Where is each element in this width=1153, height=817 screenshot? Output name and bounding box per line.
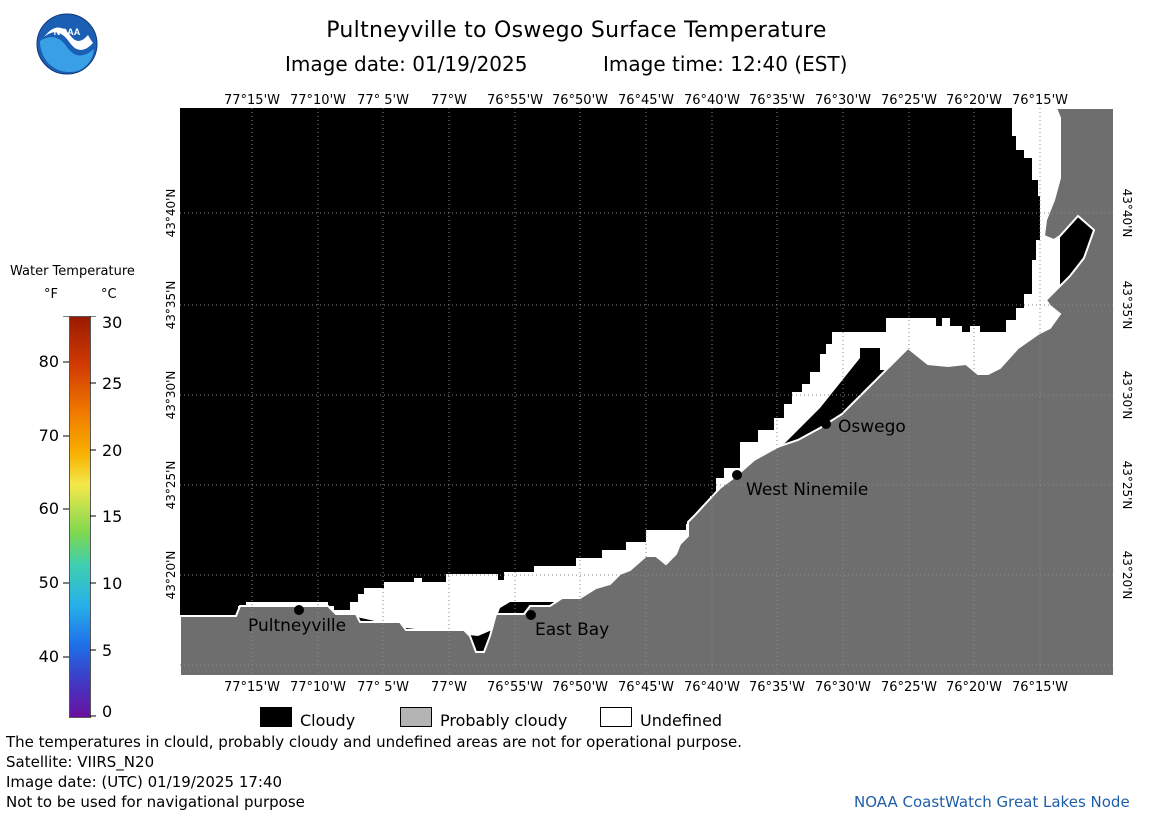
- lon-label: 76°40'W: [683, 680, 741, 695]
- map-panel: Oswego West Ninemile Pultneyville East B…: [180, 108, 1114, 676]
- image-time: Image time: 12:40 (EST): [603, 52, 848, 76]
- lat-label: 43°30'N: [1120, 370, 1134, 420]
- satellite-text: Satellite: VIIRS_N20: [6, 753, 155, 771]
- lat-label: 43°35'N: [1120, 280, 1134, 330]
- lon-label: 77° 5'W: [357, 93, 409, 108]
- c-tick: 10: [102, 574, 123, 593]
- lon-label: 76°50'W: [551, 680, 609, 695]
- lon-label: 76°55'W: [486, 93, 544, 108]
- lon-label: 76°45'W: [617, 680, 675, 695]
- lon-label: 76°20'W: [945, 680, 1003, 695]
- map-title: Pultneyville to Oswego Surface Temperatu…: [326, 18, 827, 43]
- undefined-swatch: [600, 707, 632, 727]
- disclaimer-text: The temperatures in clould, probably clo…: [6, 733, 743, 751]
- f-tick: 40: [38, 647, 59, 666]
- c-tick: 5: [102, 641, 113, 660]
- image-date: Image date: 01/19/2025: [285, 52, 528, 76]
- cloudy-key-label: Cloudy: [300, 711, 356, 730]
- noaa-logo: NOAA: [36, 13, 98, 75]
- utc-date-text: Image date: (UTC) 01/19/2025 17:40: [6, 773, 283, 791]
- scale-ticks: [63, 316, 96, 717]
- lat-label: 43°40'N: [164, 188, 178, 238]
- lon-label: 76°15'W: [1011, 93, 1069, 108]
- f-tick: 80: [38, 352, 59, 371]
- lon-label: 76°35'W: [748, 680, 806, 695]
- lat-label: 43°40'N: [1120, 188, 1134, 238]
- land-area: [180, 108, 1114, 676]
- lat-label: 43°25'N: [1120, 460, 1134, 510]
- c-tick: 30: [102, 313, 123, 332]
- lat-label: 43°35'N: [164, 280, 178, 330]
- oswego-marker: [821, 419, 831, 429]
- lon-label: 76°25'W: [880, 680, 938, 695]
- lon-label: 76°25'W: [880, 93, 938, 108]
- lon-label: 76°40'W: [683, 93, 741, 108]
- lon-label: 77°15'W: [223, 93, 281, 108]
- c-tick: 25: [102, 374, 123, 393]
- lon-label: 76°50'W: [551, 93, 609, 108]
- lon-label: 77°W: [431, 93, 467, 108]
- lon-label: 77° 5'W: [357, 680, 409, 695]
- fahrenheit-unit: °F: [44, 287, 58, 302]
- lon-label: 76°30'W: [814, 680, 872, 695]
- f-tick: 60: [38, 499, 59, 518]
- lon-label: 76°15'W: [1011, 680, 1069, 695]
- oswego-label: Oswego: [838, 417, 906, 437]
- lat-label: 43°20'N: [1120, 550, 1134, 600]
- undefined-area: [238, 108, 1060, 636]
- undefined-key-label: Undefined: [640, 711, 723, 730]
- c-tick: 15: [102, 507, 123, 526]
- f-tick: 50: [38, 573, 59, 592]
- lon-label: 76°20'W: [945, 93, 1003, 108]
- lon-label: 77°10'W: [289, 93, 347, 108]
- east-bay-marker: [526, 610, 536, 620]
- west-ninemile-marker: [732, 470, 742, 480]
- navigation-warning: Not to be used for navigational purpose: [6, 793, 305, 811]
- probably-cloudy-swatch: [400, 707, 432, 727]
- celsius-unit: °C: [101, 287, 117, 302]
- cloudy-swatch: [260, 707, 292, 727]
- lat-label: 43°20'N: [164, 550, 178, 600]
- legend-title: Water Temperature: [10, 264, 135, 279]
- graticule: [180, 108, 1114, 676]
- lon-label: 76°35'W: [748, 93, 806, 108]
- c-tick: 20: [102, 441, 123, 460]
- f-tick: 70: [38, 426, 59, 445]
- lon-label: 76°30'W: [814, 93, 872, 108]
- lon-label: 77°15'W: [223, 680, 281, 695]
- c-tick: 0: [102, 702, 113, 721]
- east-bay-label: East Bay: [535, 620, 610, 640]
- pultneyville-label: Pultneyville: [248, 616, 347, 636]
- probably-cloudy-key-label: Probably cloudy: [440, 711, 568, 730]
- lat-label: 43°25'N: [164, 460, 178, 510]
- lat-label: 43°30'N: [164, 370, 178, 420]
- color-scale-bar: [69, 316, 91, 718]
- logo-text: NOAA: [54, 27, 81, 37]
- lon-label: 77°10'W: [289, 680, 347, 695]
- west-ninemile-label: West Ninemile: [746, 480, 869, 500]
- lon-label: 77°W: [431, 680, 467, 695]
- lon-label: 76°55'W: [486, 680, 544, 695]
- lon-label: 76°45'W: [617, 93, 675, 108]
- credit-text: NOAA CoastWatch Great Lakes Node: [854, 793, 1130, 811]
- pultneyville-marker: [294, 605, 304, 615]
